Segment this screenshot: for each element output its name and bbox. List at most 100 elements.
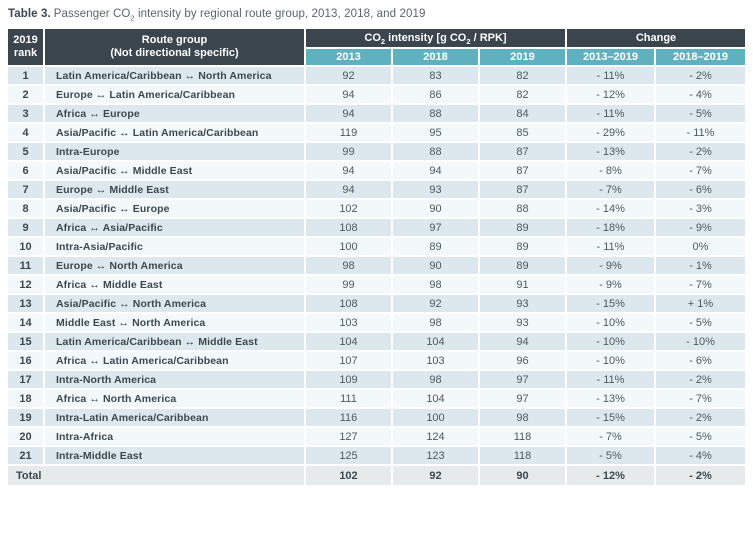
route-group-cell: Asia/Pacific ↔ Europe (45, 200, 306, 219)
change-2018-2019-cell: - 11% (656, 124, 745, 143)
total-2013-value: 102 (306, 466, 393, 487)
change-2013-2019-cell: - 10% (567, 352, 656, 371)
co2-2018-cell: 100 (393, 409, 480, 428)
col-header-2019: 2019 (480, 49, 567, 67)
co2-2019-cell: 87 (480, 162, 567, 181)
route-group-cell: Latin America/Caribbean ↔ Middle East (45, 333, 306, 352)
rank-cell: 19 (8, 409, 45, 428)
co2-2013-cell: 116 (306, 409, 393, 428)
co2-subscript: 2 (380, 37, 386, 47)
rank-cell: 6 (8, 162, 45, 181)
total-change-2018-2019: - 2% (656, 466, 745, 487)
change-2018-2019-cell: 0% (656, 238, 745, 257)
change-2013-2019-cell: - 12% (567, 86, 656, 105)
change-2013-2019-cell: - 15% (567, 409, 656, 428)
col-header-change-2013-2019: 2013–2019 (567, 49, 656, 67)
rank-cell: 4 (8, 124, 45, 143)
total-2019-value: 90 (480, 466, 567, 487)
rank-cell: 21 (8, 447, 45, 466)
col-header-route-group: Route group (Not directional specific) (45, 29, 306, 67)
route-group-cell: Africa ↔ Middle East (45, 276, 306, 295)
table-title: Table 3. Passenger CO2 intensity by regio… (8, 8, 745, 23)
change-2013-2019-cell: - 10% (567, 314, 656, 333)
co2-2013-cell: 119 (306, 124, 393, 143)
change-2013-2019-cell: - 9% (567, 257, 656, 276)
co2-2013-cell: 108 (306, 295, 393, 314)
route-group-cell: Intra-North America (45, 371, 306, 390)
change-2018-2019-cell: - 7% (656, 162, 745, 181)
route-group-cell: Asia/Pacific ↔ Middle East (45, 162, 306, 181)
rank-cell: 2 (8, 86, 45, 105)
co2-2018-cell: 98 (393, 314, 480, 333)
route-group-cell: Africa ↔ Asia/Pacific (45, 219, 306, 238)
co2-2019-cell: 94 (480, 333, 567, 352)
co2-2018-cell: 93 (393, 181, 480, 200)
change-2018-2019-cell: + 1% (656, 295, 745, 314)
change-2018-2019-cell: - 4% (656, 447, 745, 466)
co2-2018-cell: 88 (393, 105, 480, 124)
table-row: 1 Latin America/Caribbean ↔ North Americ… (8, 67, 745, 86)
change-2018-2019-cell: - 6% (656, 352, 745, 371)
co2-2019-cell: 87 (480, 143, 567, 162)
co2-2019-cell: 84 (480, 105, 567, 124)
change-2018-2019-cell: - 2% (656, 67, 745, 86)
co2-2019-cell: 89 (480, 219, 567, 238)
change-2013-2019-cell: - 11% (567, 105, 656, 124)
co2-2013-cell: 94 (306, 105, 393, 124)
rank-cell: 17 (8, 371, 45, 390)
change-2018-2019-cell: - 7% (656, 276, 745, 295)
table-row: 19 Intra-Latin America/Caribbean 116 100… (8, 409, 745, 428)
co2-2018-cell: 92 (393, 295, 480, 314)
route-group-cell: Asia/Pacific ↔ North America (45, 295, 306, 314)
total-2018-value: 92 (393, 466, 480, 487)
co2-2019-cell: 97 (480, 371, 567, 390)
change-2018-2019-cell: - 6% (656, 181, 745, 200)
table-row: 18 Africa ↔ North America 111 104 97 - 1… (8, 390, 745, 409)
change-2013-2019-cell: - 7% (567, 181, 656, 200)
change-2013-2019-cell: - 5% (567, 447, 656, 466)
table-row: 8 Asia/Pacific ↔ Europe 102 90 88 - 14% … (8, 200, 745, 219)
co2-2019-cell: 96 (480, 352, 567, 371)
co2-2013-cell: 103 (306, 314, 393, 333)
change-2013-2019-cell: - 15% (567, 295, 656, 314)
change-2018-2019-cell: - 3% (656, 200, 745, 219)
table-row: 12 Africa ↔ Middle East 99 98 91 - 9% - … (8, 276, 745, 295)
table-row: 2 Europe ↔ Latin America/Caribbean 94 86… (8, 86, 745, 105)
route-group-cell: Asia/Pacific ↔ Latin America/Caribbean (45, 124, 306, 143)
table-body: 1 Latin America/Caribbean ↔ North Americ… (8, 67, 745, 466)
rank-cell: 9 (8, 219, 45, 238)
rank-cell: 3 (8, 105, 45, 124)
rank-cell: 14 (8, 314, 45, 333)
change-2018-2019-cell: - 4% (656, 86, 745, 105)
route-group-cell: Intra-Europe (45, 143, 306, 162)
co2-2019-cell: 93 (480, 314, 567, 333)
co2-2018-cell: 90 (393, 200, 480, 219)
co2-2013-cell: 94 (306, 86, 393, 105)
route-group-cell: Africa ↔ Latin America/Caribbean (45, 352, 306, 371)
co2-2018-cell: 104 (393, 333, 480, 352)
table-header: 2019 rank Route group (Not directional spe… (8, 29, 745, 67)
route-group-cell: Intra-Latin America/Caribbean (45, 409, 306, 428)
co2-2018-cell: 95 (393, 124, 480, 143)
co2-2013-cell: 92 (306, 67, 393, 86)
co2-2019-cell: 88 (480, 200, 567, 219)
route-group-cell: Europe ↔ Middle East (45, 181, 306, 200)
table-title-text: Passenger CO2 intensity by regional rout… (53, 8, 426, 23)
co2-2019-cell: 82 (480, 86, 567, 105)
table-row: 14 Middle East ↔ North America 103 98 93… (8, 314, 745, 333)
change-2013-2019-cell: - 11% (567, 67, 656, 86)
change-2018-2019-cell: - 2% (656, 371, 745, 390)
co2-2018-cell: 97 (393, 219, 480, 238)
table-row: 16 Africa ↔ Latin America/Caribbean 107 … (8, 352, 745, 371)
change-2013-2019-cell: - 11% (567, 238, 656, 257)
change-2018-2019-cell: - 2% (656, 143, 745, 162)
col-group-co2-intensity: CO2 intensity [g CO2 / RPK] (306, 29, 567, 49)
route-group-cell: Middle East ↔ North America (45, 314, 306, 333)
col-header-rank: 2019 rank (8, 29, 45, 67)
change-2013-2019-cell: - 10% (567, 333, 656, 352)
table-footer: Total 102 92 90 - 12% - 2% (8, 466, 745, 487)
co2-subscript: 2 (130, 13, 135, 23)
change-2018-2019-cell: - 5% (656, 428, 745, 447)
rank-cell: 1 (8, 67, 45, 86)
route-group-cell: Europe ↔ North America (45, 257, 306, 276)
